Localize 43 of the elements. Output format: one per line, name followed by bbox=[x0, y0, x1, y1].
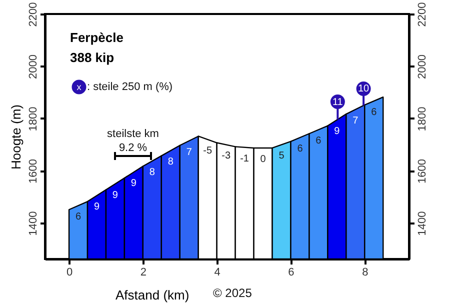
annotation: steilste km bbox=[107, 128, 159, 140]
y2-tick-label: 1800 bbox=[416, 106, 428, 132]
annotation: x bbox=[76, 82, 82, 92]
x-tick-label: 2 bbox=[140, 266, 146, 278]
series-label: 8 bbox=[168, 156, 174, 168]
series-label: -3 bbox=[222, 150, 231, 162]
y-axis-title: Hoogte (m) bbox=[8, 104, 24, 170]
series-label: 6 bbox=[371, 106, 378, 118]
text: © 2025 bbox=[213, 286, 252, 300]
series-label: 9 bbox=[112, 190, 118, 201]
series-label: 6 bbox=[316, 136, 322, 147]
y-tick-label: 1400 bbox=[28, 211, 40, 236]
series-label: 0 bbox=[260, 154, 266, 165]
series-label: 7 bbox=[186, 146, 192, 158]
text: 388 kip bbox=[70, 50, 114, 65]
series-label: 6 bbox=[75, 212, 82, 223]
y-tick-label: 2200 bbox=[28, 2, 40, 27]
series-label: -1 bbox=[240, 153, 250, 164]
y2-tick-label: 1400 bbox=[416, 211, 428, 236]
series-label: 9 bbox=[130, 178, 137, 190]
series-label: 9 bbox=[94, 202, 100, 213]
y-tick-label: 1800 bbox=[28, 106, 40, 132]
y2-tick-label: 2000 bbox=[416, 54, 428, 79]
series-label: 6 bbox=[297, 144, 304, 155]
annotation: : steile 250 m (%) bbox=[87, 81, 173, 93]
y-tick-label: 1600 bbox=[28, 158, 40, 184]
text: Ferpècle bbox=[70, 30, 124, 45]
x-tick-label: 4 bbox=[214, 266, 220, 278]
series-label: 5 bbox=[278, 150, 285, 162]
annotation: 9.2 % bbox=[118, 142, 148, 154]
annotation: 10 bbox=[358, 84, 370, 95]
y2-tick-label: 1600 bbox=[416, 158, 428, 184]
legend-label: 8 bbox=[149, 167, 156, 178]
series-label: 7 bbox=[352, 115, 359, 126]
x-axis-title: Afstand (km) bbox=[116, 288, 190, 302]
x-tick-label: 8 bbox=[362, 266, 368, 278]
x-tick-label: 6 bbox=[288, 266, 294, 278]
y2-tick-label: 2200 bbox=[416, 2, 428, 27]
annotation: 11 bbox=[332, 96, 344, 108]
x-tick-label: 0 bbox=[66, 266, 73, 278]
series-label: 9 bbox=[334, 126, 340, 137]
y-tick-label: 2000 bbox=[28, 54, 40, 79]
series-label: -5 bbox=[203, 146, 212, 157]
